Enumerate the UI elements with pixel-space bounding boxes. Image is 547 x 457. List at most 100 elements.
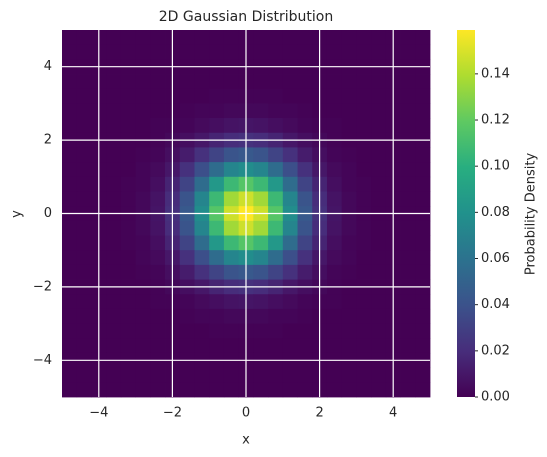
x-tick-label: 4 [389, 406, 397, 421]
heat-cell [356, 176, 372, 192]
heat-cell [371, 338, 387, 354]
heat-cell [209, 103, 225, 119]
heat-cell [135, 30, 151, 46]
heat-cell [179, 191, 195, 207]
heat-cell [268, 147, 284, 163]
heat-cell [120, 235, 136, 251]
heat-cell [356, 308, 372, 324]
heat-cell [341, 338, 357, 354]
heat-cell [400, 367, 416, 383]
heat-cell [341, 235, 357, 251]
heat-cell [150, 323, 166, 339]
heat-cell [209, 74, 225, 90]
heat-cell [282, 323, 298, 339]
heat-cell [253, 103, 269, 119]
heat-cell [415, 162, 431, 178]
heat-cell [106, 191, 122, 207]
heat-cell [135, 103, 151, 119]
heat-cell [400, 338, 416, 354]
heat-cell [150, 191, 166, 207]
heat-cell [106, 250, 122, 266]
heat-cell [120, 162, 136, 178]
heat-cell [194, 338, 210, 354]
heat-cell [268, 250, 284, 266]
heat-cell [371, 235, 387, 251]
heat-cell [253, 323, 269, 339]
heat-cell [120, 338, 136, 354]
heat-cell [62, 30, 78, 46]
chart-title: 2D Gaussian Distribution [159, 9, 334, 25]
heat-cell [62, 191, 78, 207]
heat-cell [268, 30, 284, 46]
heat-cell [282, 103, 298, 119]
heat-cell [209, 338, 225, 354]
heat-cell [120, 250, 136, 266]
heat-cell [135, 74, 151, 90]
heat-cell [223, 338, 240, 354]
heat-cell [297, 30, 313, 46]
heat-cell [415, 235, 431, 251]
heat-cell [356, 235, 372, 251]
heat-cell [135, 118, 151, 134]
heat-cell [62, 308, 78, 324]
colorbar-tick-label: 0.00 [481, 390, 510, 405]
x-tick-label: −2 [163, 406, 182, 421]
heat-cell [326, 367, 343, 383]
heat-cell [194, 30, 210, 46]
heat-cell [253, 191, 269, 207]
heat-cell [356, 162, 372, 178]
heat-cell [194, 103, 210, 119]
heat-cell [106, 30, 122, 46]
heat-cell [120, 44, 136, 60]
heat-cell [62, 118, 78, 134]
heat-cell [415, 44, 431, 60]
heat-cell [415, 294, 431, 310]
heat-cell [371, 367, 387, 383]
heat-cell [326, 220, 343, 236]
heat-cell [253, 74, 269, 90]
heat-cell [341, 103, 357, 119]
colorbar-tick-label: 0.04 [481, 297, 510, 312]
colorbar-tick-label: 0.08 [481, 205, 510, 220]
y-axis-label: y [10, 210, 25, 218]
heat-cell [297, 147, 313, 163]
heat-cell [106, 367, 122, 383]
heat-cell [135, 264, 151, 280]
heat-cell [135, 147, 151, 163]
heat-cell [356, 367, 372, 383]
heat-cell [282, 250, 298, 266]
heat-cell [106, 294, 122, 310]
heat-cell [415, 338, 431, 354]
heat-cell [106, 176, 122, 192]
heat-cell [150, 88, 166, 104]
heat-cell [194, 191, 210, 207]
heat-cell [282, 308, 298, 324]
heat-cell [371, 162, 387, 178]
heat-cell [106, 382, 122, 398]
heat-cell [356, 44, 372, 60]
heat-cell [106, 264, 122, 280]
heat-cell [76, 74, 92, 90]
heat-cell [194, 176, 210, 192]
heat-cell [194, 367, 210, 383]
heat-cell [371, 88, 387, 104]
heat-cell [282, 88, 298, 104]
heat-cell [268, 118, 284, 134]
heat-cell [371, 323, 387, 339]
heat-cell [282, 118, 298, 134]
heat-cell [341, 74, 357, 90]
colorbar-tick-label: 0.06 [481, 251, 510, 266]
heat-cell [106, 88, 122, 104]
heat-cell [209, 235, 225, 251]
heat-cell [297, 323, 313, 339]
heat-cell [415, 264, 431, 280]
heat-cell [209, 250, 225, 266]
heat-cell [76, 338, 92, 354]
heat-cell [179, 264, 195, 280]
heat-cell [150, 338, 166, 354]
heat-cell [253, 382, 269, 398]
heat-cell [135, 250, 151, 266]
heat-cell [209, 118, 225, 134]
heat-cell [341, 176, 357, 192]
